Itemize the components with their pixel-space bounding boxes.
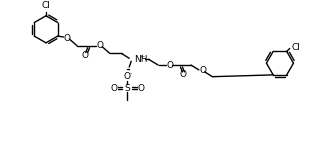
Text: Cl: Cl <box>41 1 51 10</box>
Text: O: O <box>199 66 206 75</box>
Text: +: + <box>139 54 145 59</box>
Text: O: O <box>97 41 104 50</box>
Text: NH: NH <box>134 55 148 64</box>
Text: O: O <box>124 72 131 81</box>
Text: O: O <box>166 61 173 70</box>
Text: Cl: Cl <box>292 43 300 52</box>
Text: -: - <box>130 71 132 76</box>
Text: O: O <box>110 84 117 93</box>
Text: O: O <box>81 51 88 60</box>
Text: S: S <box>124 84 130 93</box>
Text: O: O <box>180 70 187 79</box>
Text: O: O <box>137 84 145 93</box>
Text: O: O <box>64 33 71 42</box>
